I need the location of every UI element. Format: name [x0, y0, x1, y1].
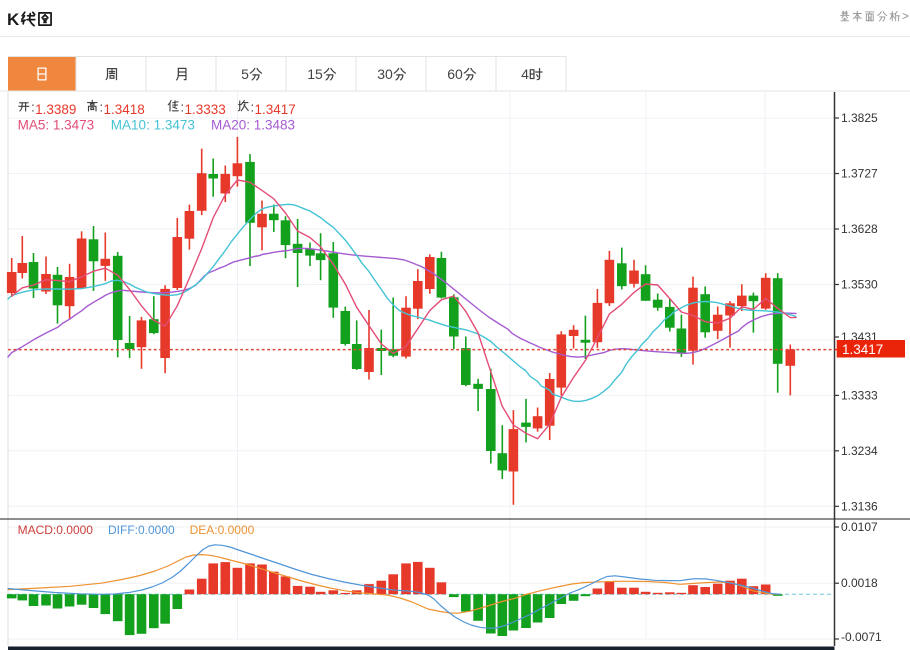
svg-text:1.3530: 1.3530: [841, 278, 878, 292]
svg-text:-0.0071: -0.0071: [841, 630, 882, 644]
svg-text:MA20: 1.3483: MA20: 1.3483: [211, 118, 295, 133]
svg-text:1.3234: 1.3234: [841, 444, 878, 458]
svg-text:MACD:0.0000: MACD:0.0000: [18, 523, 94, 537]
svg-text:1.3417: 1.3417: [255, 102, 296, 117]
svg-text::: :: [251, 100, 255, 115]
svg-text:60: 60: [447, 66, 463, 82]
svg-text::: :: [100, 100, 104, 115]
svg-text:1.3136: 1.3136: [841, 499, 878, 513]
svg-text:1.3628: 1.3628: [841, 222, 878, 236]
svg-text:1.3333: 1.3333: [185, 102, 226, 117]
svg-text:>: >: [902, 9, 909, 23]
svg-text::: :: [31, 100, 35, 115]
svg-text:15: 15: [307, 66, 323, 82]
svg-text:4: 4: [521, 66, 529, 82]
svg-text:DEA:0.0000: DEA:0.0000: [190, 523, 255, 537]
svg-text:1.3825: 1.3825: [841, 111, 878, 125]
svg-text:1.3333: 1.3333: [841, 388, 878, 402]
svg-text:30: 30: [377, 66, 393, 82]
svg-text:5: 5: [241, 66, 249, 82]
svg-text:MA5: 1.3473: MA5: 1.3473: [18, 118, 95, 133]
svg-text:0.0018: 0.0018: [841, 576, 878, 590]
svg-text:DIFF:0.0000: DIFF:0.0000: [108, 523, 175, 537]
svg-text:0.0107: 0.0107: [841, 520, 878, 534]
svg-text:1.3727: 1.3727: [841, 167, 878, 181]
svg-text::: :: [181, 100, 185, 115]
svg-text:K: K: [7, 10, 20, 29]
svg-text:1.3389: 1.3389: [35, 102, 76, 117]
svg-text:MA10: 1.3473: MA10: 1.3473: [111, 118, 195, 133]
svg-text:1.3417: 1.3417: [842, 342, 883, 357]
svg-text:1.3418: 1.3418: [104, 102, 145, 117]
